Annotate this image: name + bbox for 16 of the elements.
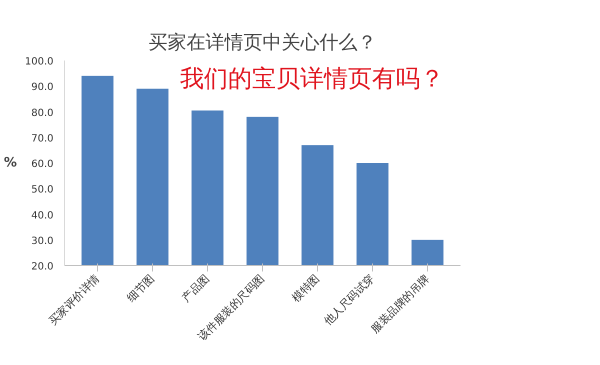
y-tick-label: 100.0 xyxy=(24,56,54,68)
x-tick-label: 模特图 xyxy=(290,272,322,304)
chart-title: 买家在详情页中关心什么？ xyxy=(148,32,376,54)
y-tick-label: 90.0 xyxy=(31,82,54,94)
x-tick-label: 产品图 xyxy=(180,272,212,304)
x-tick-label: 细节图 xyxy=(124,272,158,304)
y-tick-label: 20.0 xyxy=(31,262,54,272)
y-tick-label: 30.0 xyxy=(31,236,54,247)
y-tick-label: 60.0 xyxy=(31,159,54,170)
x-tick-label: 买家评价详情 xyxy=(46,272,102,328)
y-tick-label: 70.0 xyxy=(31,133,54,144)
annotation: 我们的宝贝详情页有吗？ xyxy=(180,64,444,92)
y-tick-label: 80.0 xyxy=(31,108,54,119)
y-tick-label: 50.0 xyxy=(31,184,54,196)
y-axis-title: % xyxy=(4,156,17,170)
y-tick-label: 40.0 xyxy=(31,210,54,222)
